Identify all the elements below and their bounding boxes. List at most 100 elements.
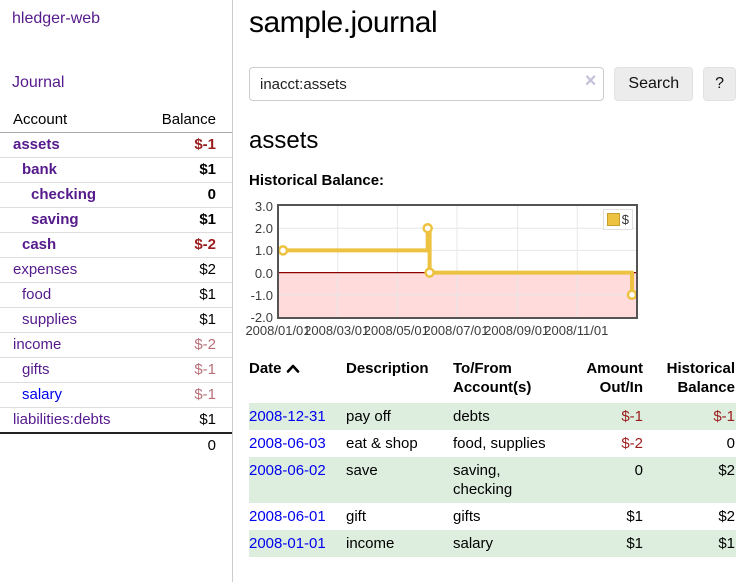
sidebar-accounts-table: Account Balance assets $-1 bank $1 checking 0…: [0, 108, 232, 457]
y-axis-tick-label: -2.0: [250, 310, 273, 325]
x-axis-tick-label: 2008/05/01: [363, 323, 429, 338]
search-button[interactable]: Search: [614, 67, 694, 101]
search-input[interactable]: [249, 67, 605, 101]
column-header-date[interactable]: Date: [249, 357, 346, 403]
transaction-amount: $1: [626, 508, 643, 525]
clear-search-icon[interactable]: ×: [584, 70, 597, 92]
legend-swatch-icon: [606, 213, 620, 226]
account-balance: $-2: [194, 236, 216, 253]
sidebar-account-link-income[interactable]: income: [13, 336, 62, 353]
legend-label: $: [621, 212, 629, 227]
balance-chart: 3.0 2.0 1.0 0.0 -1.0 -2.0 $ 2008/01/01 2008/03…: [245, 198, 736, 338]
sidebar-account-link-assets[interactable]: assets: [13, 136, 60, 153]
sidebar-account-link-bank[interactable]: bank: [22, 161, 58, 178]
x-axis-tick-label: 2008/09/01: [484, 323, 550, 338]
running-balance: $2: [718, 462, 735, 479]
register-row: 2008-01-01 income salary $1 $1: [249, 530, 736, 557]
running-balance: $1: [718, 535, 735, 552]
account-balance: $-1: [194, 136, 216, 153]
page-title: sample.journal: [249, 6, 438, 39]
account-balance: $1: [199, 311, 216, 328]
balance-column-header: Balance: [161, 111, 216, 128]
sidebar-account-link-supplies[interactable]: supplies: [22, 311, 78, 328]
account-balance: $1: [199, 411, 216, 428]
transaction-date-link[interactable]: 2008-06-01: [249, 508, 326, 525]
y-axis-tick-label: 3.0: [254, 199, 273, 214]
sidebar-account-link-gifts[interactable]: gifts: [22, 361, 50, 378]
register-row: 2008-12-31 pay off debts $-1 $-1: [249, 403, 736, 430]
y-axis-tick-label: 2.0: [254, 221, 273, 237]
transaction-description: save: [346, 462, 378, 479]
search-row: × Search ?: [249, 67, 736, 101]
sidebar-account-link-salary[interactable]: salary: [22, 386, 63, 403]
register-section: Date Description To/From Account(s) Amou…: [249, 357, 736, 557]
sidebar-account-link-food[interactable]: food: [22, 286, 52, 303]
account-column-header: Account: [13, 111, 68, 128]
account-balance: $2: [199, 261, 216, 278]
sidebar-account-row: bank $1: [0, 157, 232, 182]
chart-plot-area[interactable]: $: [277, 204, 638, 319]
running-balance: $2: [718, 508, 735, 525]
account-balance: $-1: [194, 361, 216, 378]
transaction-date-link[interactable]: 2008-06-02: [249, 462, 326, 479]
column-header-amount: Amount Out/In: [586, 360, 643, 396]
sidebar-account-row: supplies $1: [0, 307, 232, 332]
transaction-date-link[interactable]: 2008-01-01: [249, 535, 326, 552]
running-balance: 0: [726, 435, 735, 452]
register-table: Date Description To/From Account(s) Amou…: [249, 357, 736, 557]
sort-ascending-icon: [286, 364, 299, 373]
transaction-amount: $-2: [621, 435, 643, 452]
sidebar-account-link-checking[interactable]: checking: [31, 186, 97, 203]
transaction-amount: $1: [626, 535, 643, 552]
y-axis-tick-label: 1.0: [254, 243, 273, 259]
date-header-label: Date: [249, 360, 282, 377]
sidebar-account-row: checking 0: [0, 182, 232, 207]
register-row: 2008-06-01 gift gifts $1 $2: [249, 503, 736, 530]
transaction-accounts: debts: [453, 408, 490, 425]
account-balance: $1: [199, 211, 216, 228]
transaction-date-link[interactable]: 2008-12-31: [249, 408, 326, 425]
sidebar-account-row: gifts $-1: [0, 357, 232, 382]
account-balance: 0: [207, 186, 216, 203]
account-balance: $1: [199, 161, 216, 178]
register-header-row: Date Description To/From Account(s) Amou…: [249, 357, 736, 403]
column-header-balance: Historical Balance: [666, 360, 735, 396]
sidebar-account-link-liabilities-debts[interactable]: liabilities:debts: [13, 411, 111, 428]
transaction-amount: $-1: [621, 408, 643, 425]
sidebar-account-row: food $1: [0, 282, 232, 307]
x-axis-tick-label: 2008/11/01: [544, 323, 609, 338]
transaction-date-link[interactable]: 2008-06-03: [249, 435, 326, 452]
sidebar-total-row: 0: [0, 432, 232, 457]
transaction-accounts: food, supplies: [453, 435, 546, 452]
brand-link[interactable]: hledger-web: [12, 10, 101, 27]
x-axis-tick-label: 2008/01/01: [245, 323, 311, 338]
transaction-description: income: [346, 535, 395, 552]
sidebar: hledger-web Journal Account Balance asse…: [0, 0, 233, 582]
transaction-accounts: gifts: [453, 508, 481, 525]
sidebar-account-link-expenses[interactable]: expenses: [13, 261, 78, 278]
help-button[interactable]: ?: [703, 67, 736, 101]
column-header-accounts: To/From Account(s): [453, 360, 532, 396]
transaction-description: gift: [346, 508, 367, 525]
account-heading: assets: [249, 127, 319, 154]
running-balance: $-1: [713, 408, 735, 425]
sidebar-account-row: liabilities:debts $1: [0, 407, 232, 432]
sidebar-account-row: assets $-1: [0, 133, 232, 157]
main-content: sample.journal × Search ? assets Histori…: [245, 0, 736, 557]
sidebar-account-row: salary $-1: [0, 382, 232, 407]
sidebar-accounts-header: Account Balance: [0, 108, 232, 133]
sidebar-item-journal[interactable]: Journal: [12, 74, 65, 91]
register-row: 2008-06-03 eat & shop food, supplies $-2 0: [249, 430, 736, 457]
sidebar-account-link-saving[interactable]: saving: [31, 211, 79, 228]
transaction-accounts: saving, checking: [453, 462, 513, 498]
column-header-description: Description: [346, 360, 429, 377]
sidebar-account-link-cash[interactable]: cash: [22, 236, 57, 253]
transaction-amount: 0: [634, 462, 643, 479]
transaction-description: pay off: [346, 408, 391, 425]
sidebar-account-row: cash $-2: [0, 232, 232, 257]
account-balance: $-1: [194, 386, 216, 403]
y-axis-tick-label: 0.0: [254, 265, 273, 281]
account-balance: $1: [199, 286, 216, 303]
sidebar-total-balance: 0: [207, 437, 216, 454]
register-row: 2008-06-02 save saving, checking 0 $2: [249, 457, 736, 503]
